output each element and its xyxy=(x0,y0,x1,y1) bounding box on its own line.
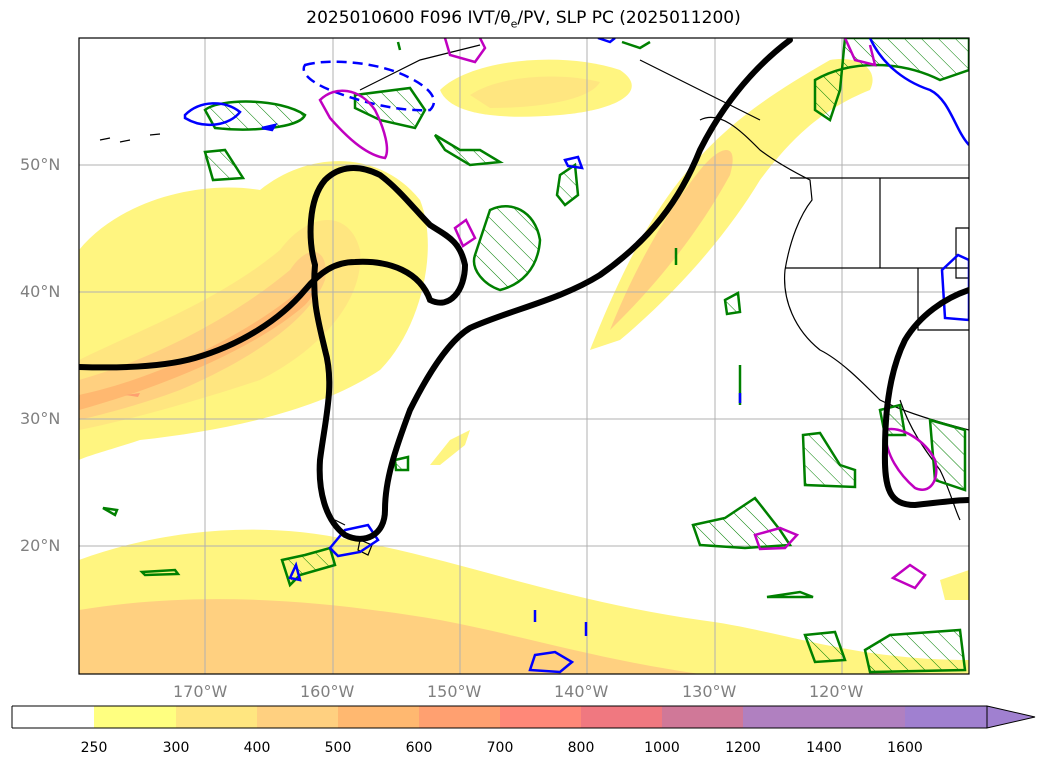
colorbar-tick-400: 400 xyxy=(243,740,271,756)
lon-label-130w: 130°W xyxy=(682,682,737,701)
colorbar-bin-10 xyxy=(824,706,905,728)
colorbar-bin-2 xyxy=(176,706,257,728)
title-suffix: /PV, SLP PC (2025011200) xyxy=(517,8,741,28)
lat-label-40: 40°N xyxy=(20,282,61,301)
colorbar-tick-600: 600 xyxy=(405,740,433,756)
lon-label-170w: 170°W xyxy=(173,682,228,701)
colorbar-tick-500: 500 xyxy=(324,740,352,756)
coastlines xyxy=(99,44,969,556)
lat-label-30: 30°N xyxy=(20,409,61,428)
title-theta-sub: e xyxy=(510,17,518,31)
colorbar-tick-1000: 1000 xyxy=(644,740,680,756)
title-prefix: 2025010600 F096 IVT/ xyxy=(306,8,501,28)
colorbar-bin-3 xyxy=(257,706,338,728)
colorbar-bin-8 xyxy=(662,706,743,728)
lat-label-20: 20°N xyxy=(20,536,61,555)
colorbar-bin-4 xyxy=(338,706,419,728)
slp-contours xyxy=(79,38,969,542)
map-frame xyxy=(78,37,970,675)
colorbar-tick-1600: 1600 xyxy=(887,740,923,756)
lat-label-50: 50°N xyxy=(20,155,61,174)
pv-magenta-contours xyxy=(318,38,938,590)
lon-label-120w: 120°W xyxy=(809,682,864,701)
colorbar-tick-1200: 1200 xyxy=(725,740,761,756)
colorbar-tick-300: 300 xyxy=(162,740,190,756)
colorbar-tick-700: 700 xyxy=(486,740,514,756)
lon-label-150w: 150°W xyxy=(427,682,482,701)
colorbar-bin-9 xyxy=(743,706,824,728)
colorbar-tick-800: 800 xyxy=(567,740,595,756)
lon-label-160w: 160°W xyxy=(300,682,355,701)
colorbar-bin-6 xyxy=(500,706,581,728)
colorbar-bin-7 xyxy=(581,706,662,728)
colorbar-tick-250: 250 xyxy=(80,740,108,756)
map-title: 2025010600 F096 IVT/θe/PV, SLP PC (20250… xyxy=(0,8,1047,30)
colorbar-bin-5 xyxy=(419,706,500,728)
colorbar-bin-0 xyxy=(12,706,94,728)
colorbar-bin-1 xyxy=(94,706,176,728)
triangle-right-icon xyxy=(986,705,1036,729)
lon-label-140w: 140°W xyxy=(554,682,609,701)
pv-blue-contours xyxy=(183,38,969,674)
colorbar xyxy=(11,705,1036,729)
title-theta: θ xyxy=(500,8,511,28)
colorbar-bin-11 xyxy=(905,706,987,728)
colorbar-tick-1400: 1400 xyxy=(806,740,842,756)
